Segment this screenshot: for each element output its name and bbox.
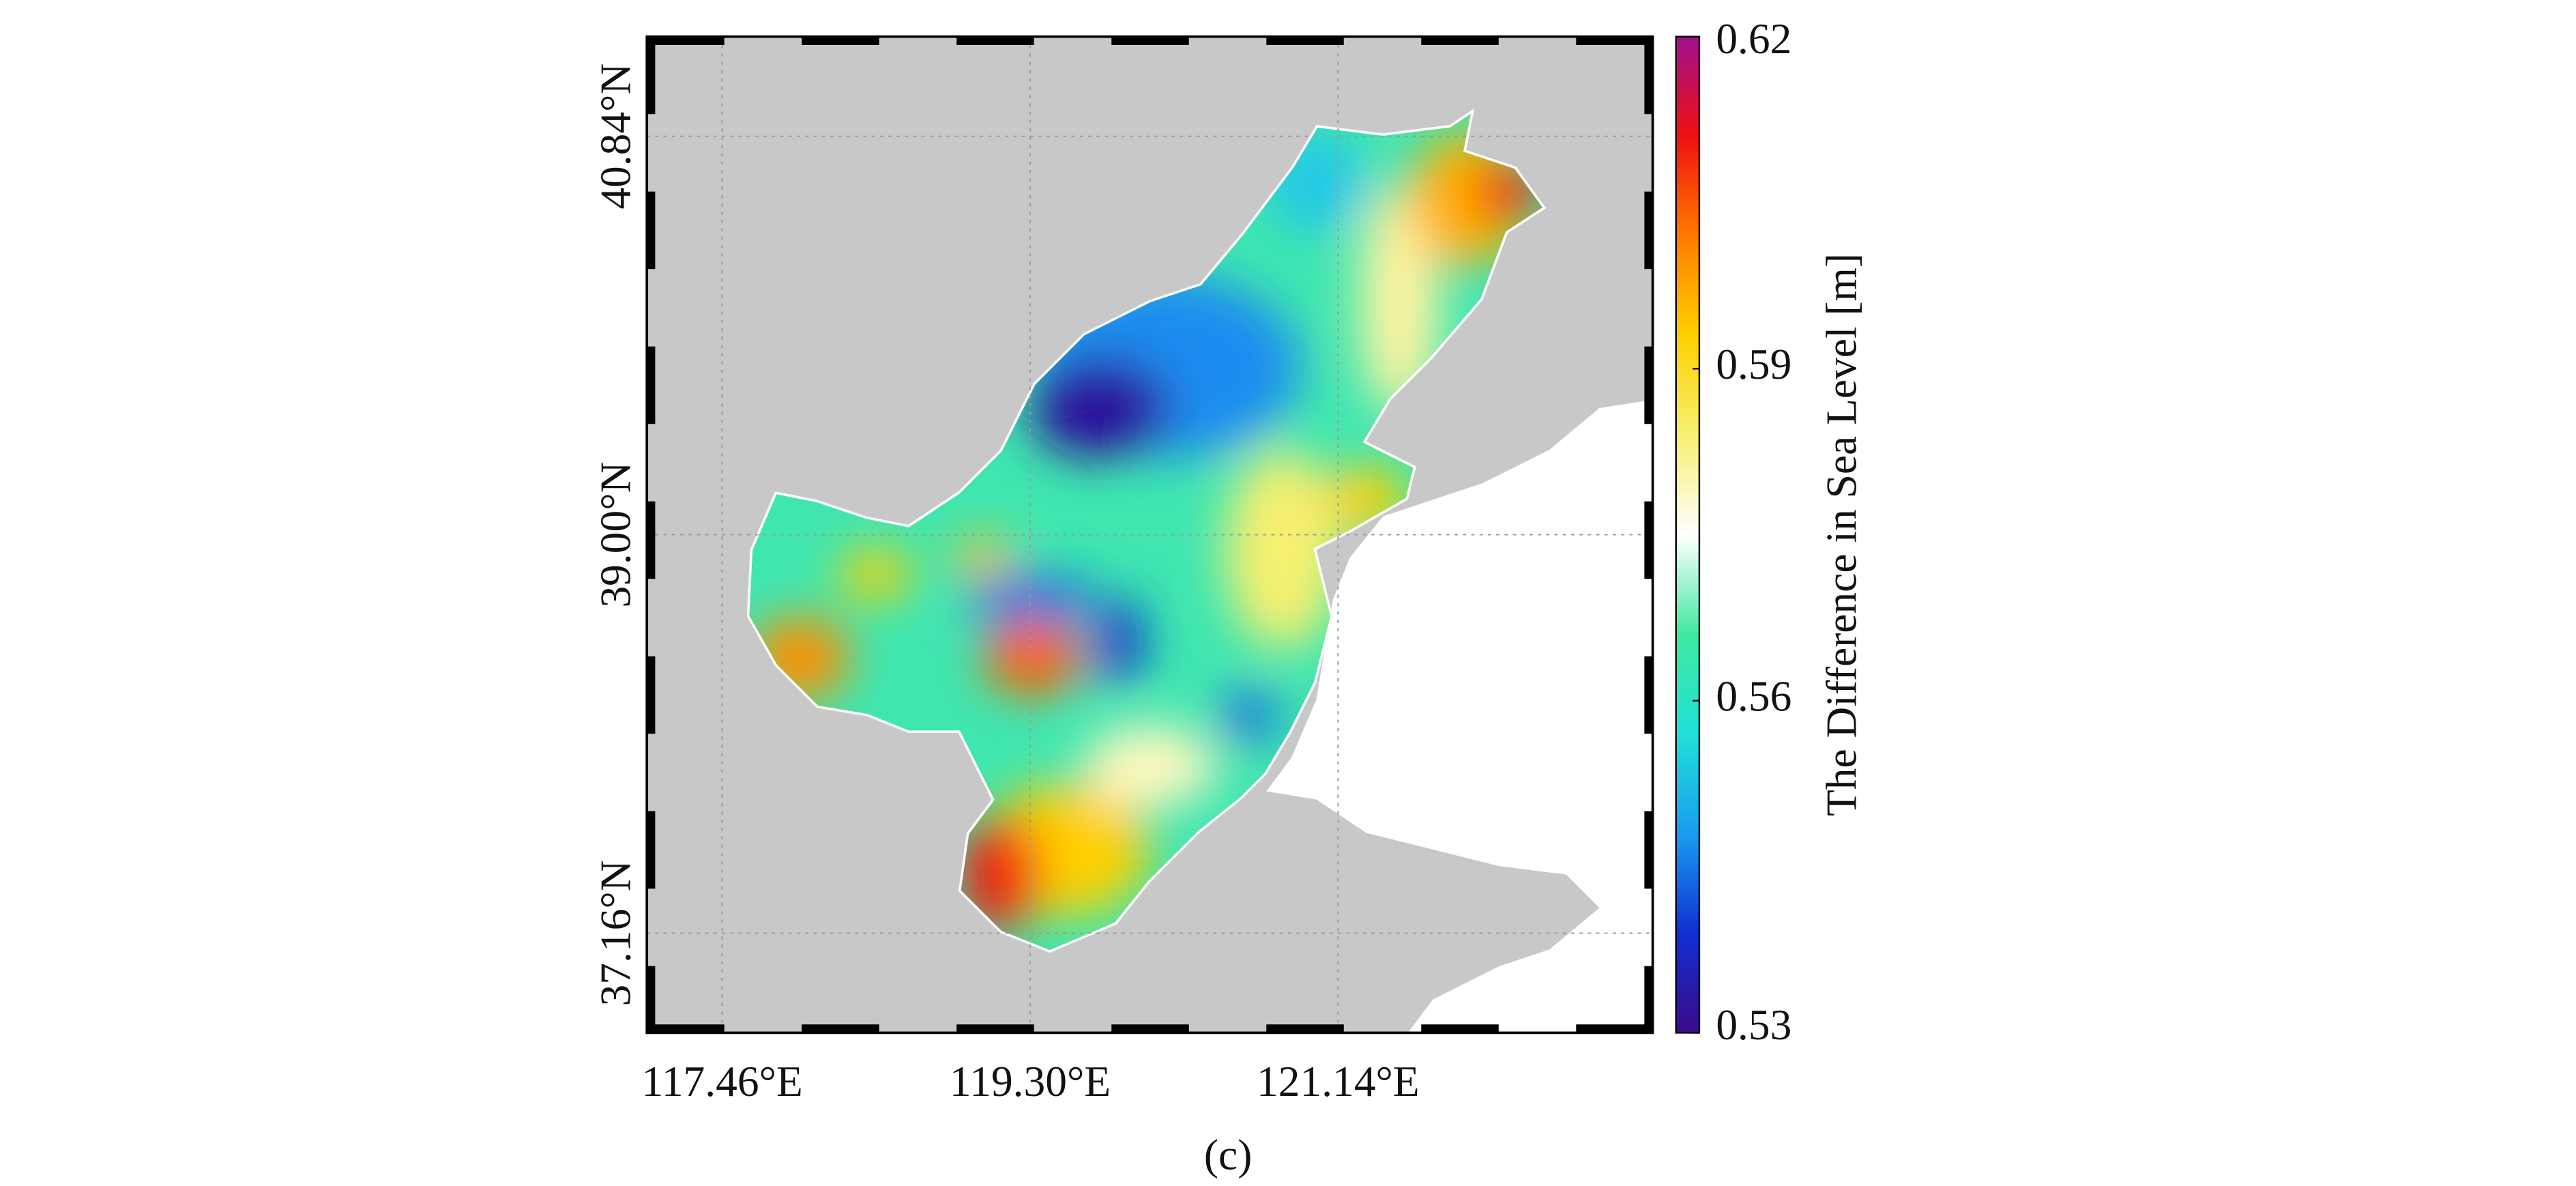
colorbar-tick-label: 0.53 [1716, 1000, 1791, 1049]
frame-tick [647, 811, 656, 889]
colorbar-tick-label: 0.62 [1716, 14, 1791, 63]
colorbar-label: The Difference in Sea Level [m] [1817, 253, 1865, 816]
colorbar-tick-label: 0.56 [1716, 671, 1791, 720]
frame-tick [647, 346, 656, 424]
x-tick-label: 119.30°E [950, 1057, 1111, 1105]
frame-tick [647, 656, 656, 734]
frame-tick [1111, 36, 1189, 45]
frame-tick [647, 966, 656, 1033]
caption: (c) [1204, 1131, 1252, 1179]
x-tick-label: 121.14°E [1257, 1057, 1420, 1105]
frame-tick [1266, 1024, 1344, 1033]
frame-tick [647, 501, 656, 579]
colorbar [1675, 35, 1701, 1034]
frame-tick [1576, 1024, 1653, 1033]
frame-tick [802, 36, 879, 45]
frame-tick [1644, 811, 1653, 889]
frame-tick [647, 191, 656, 270]
colorbar-tick-label: 0.59 [1716, 340, 1791, 388]
frame-tick [1644, 501, 1653, 579]
frame-tick [1421, 36, 1499, 45]
frame-tick [647, 36, 656, 115]
frame-tick [802, 1024, 879, 1033]
x-tick-label: 117.46°E [641, 1057, 802, 1105]
frame-tick [1644, 966, 1653, 1033]
y-tick-label: 40.84°N [591, 63, 640, 209]
frame-tick [1111, 1024, 1189, 1033]
y-tick-label: 39.00°N [591, 462, 640, 608]
frame-tick [1644, 36, 1653, 115]
frame-tick [1421, 1024, 1499, 1033]
frame-tick [956, 1024, 1034, 1033]
frame-tick [1644, 346, 1653, 424]
frame-tick [647, 1024, 724, 1033]
frame-tick [1644, 191, 1653, 270]
y-tick-label: 37.16°N [591, 860, 640, 1006]
land-area [1266, 399, 1653, 1033]
frame-tick [1644, 656, 1653, 734]
frame-tick [1266, 36, 1344, 45]
frame-tick [647, 36, 724, 45]
frame-tick [1576, 36, 1653, 45]
frame-tick [956, 36, 1034, 45]
